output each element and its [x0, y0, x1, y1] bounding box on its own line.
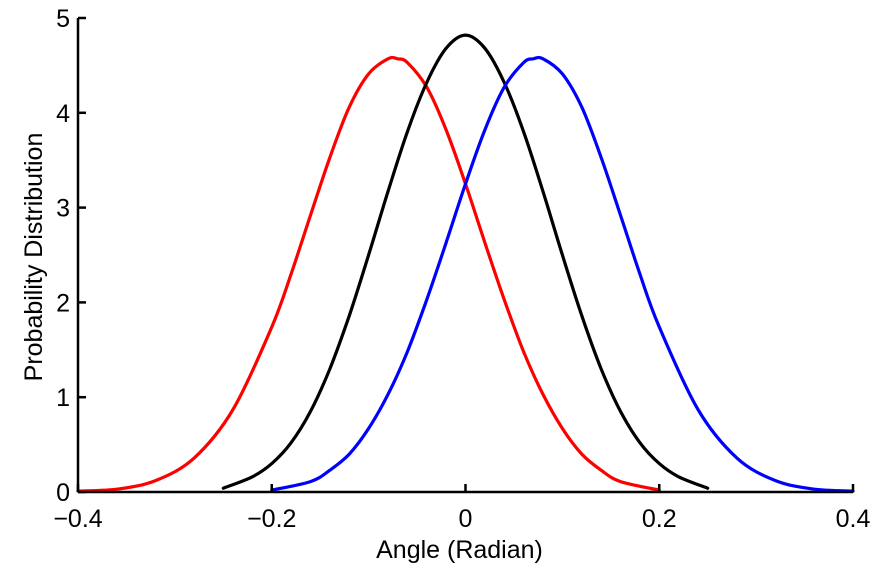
x-tick-label: −0.4 — [53, 505, 102, 533]
series-line-2 — [221, 33, 710, 490]
x-tick-label: 0 — [459, 505, 473, 533]
y-ticks: 0 1 2 3 4 5 — [56, 5, 86, 507]
y-axis-label: Probability Distribution — [20, 133, 48, 382]
x-ticks: −0.4 −0.2 0 0.2 0.4 — [53, 484, 870, 533]
y-tick-label: 0 — [56, 479, 70, 507]
series-layer — [76, 33, 855, 493]
y-tick-label: 3 — [56, 195, 70, 223]
x-tick-label: 0.2 — [642, 505, 677, 533]
series-line-1 — [76, 55, 661, 493]
x-axis-label: Angle (Radian) — [376, 536, 543, 564]
y-tick-label: 4 — [56, 100, 70, 128]
x-tick-label: 0.4 — [836, 505, 871, 533]
y-tick-label: 1 — [56, 384, 70, 412]
x-tick-label: −0.2 — [247, 505, 296, 533]
y-tick-label: 2 — [56, 289, 70, 317]
y-tick-label: 5 — [56, 5, 70, 33]
series-line-3 — [270, 55, 855, 493]
